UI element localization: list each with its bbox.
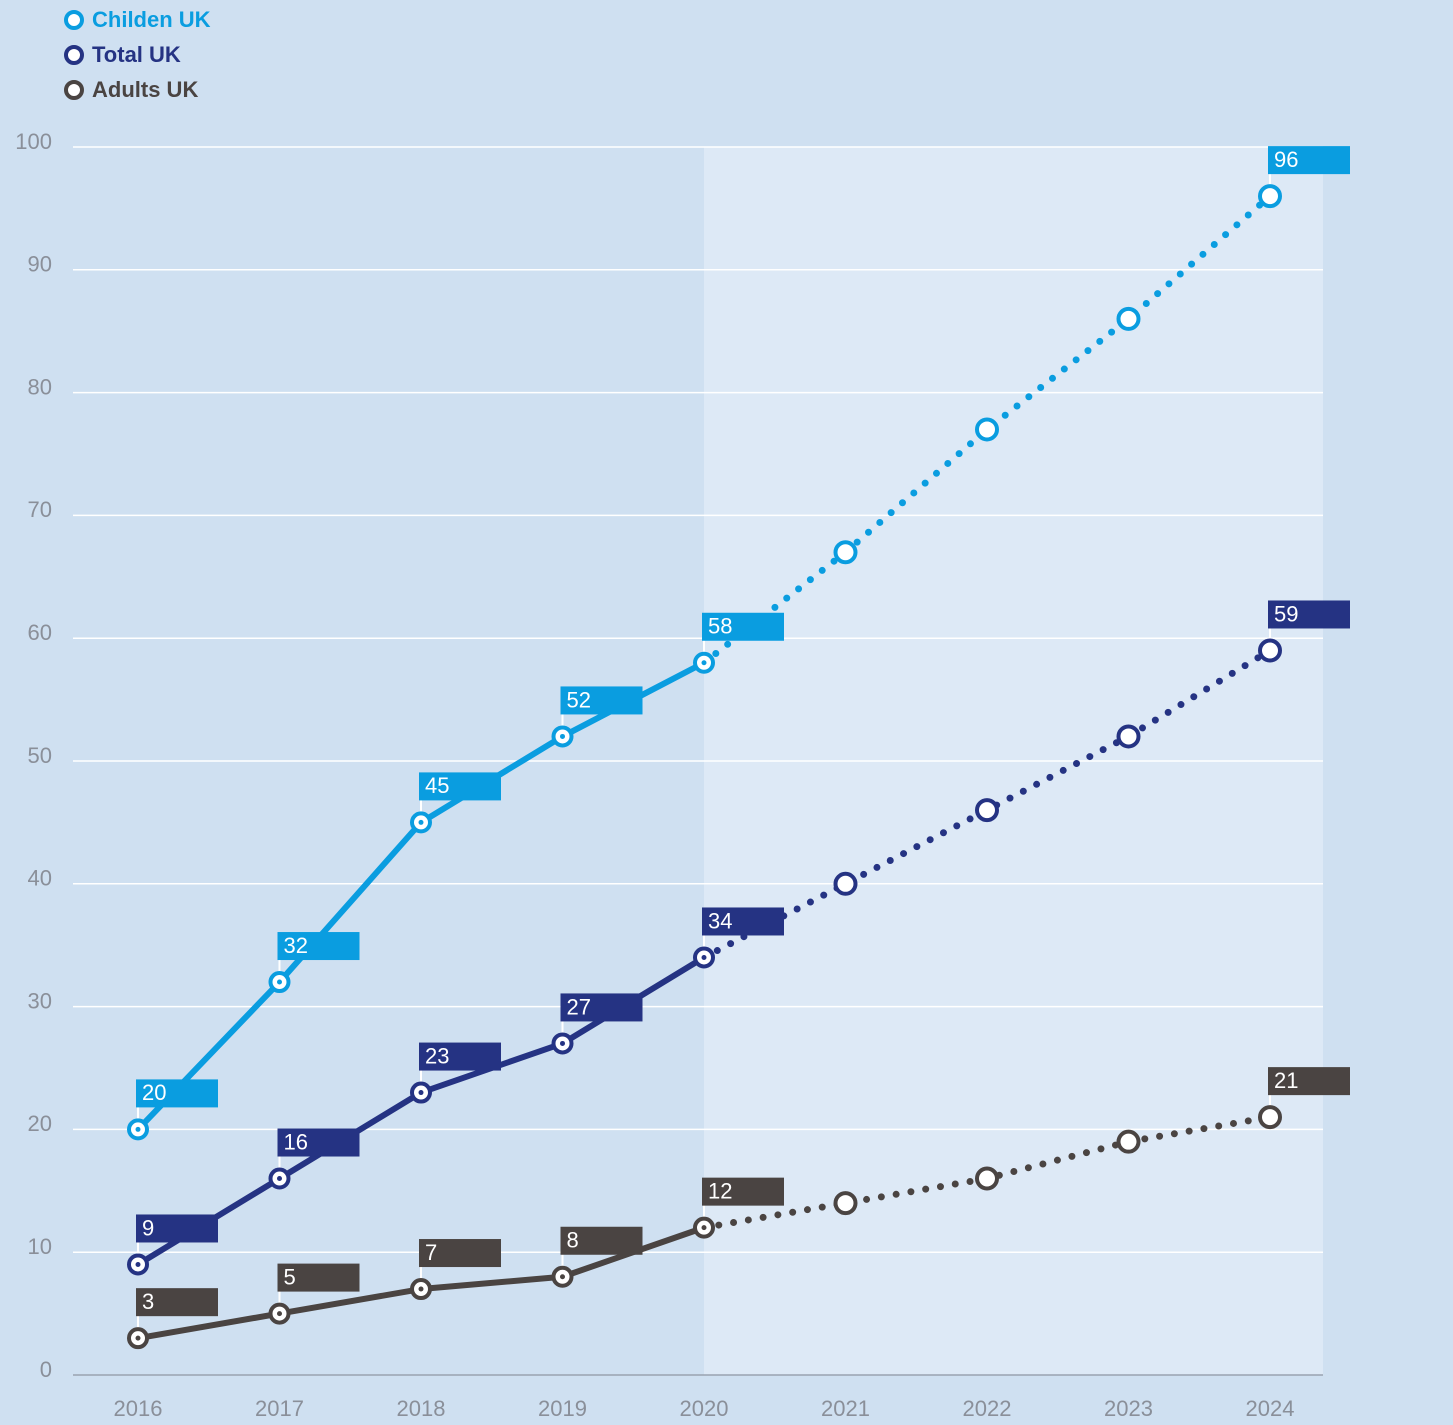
legend-label: Total UK — [92, 42, 181, 67]
point — [975, 1166, 999, 1191]
point — [833, 1191, 858, 1216]
label-box — [136, 1079, 218, 1108]
point — [1116, 306, 1141, 331]
point-dot — [135, 1335, 141, 1341]
label-box — [136, 1288, 218, 1317]
label-box — [1268, 146, 1350, 175]
data-label: 3 — [142, 1289, 154, 1314]
forecast-line — [700, 192, 1274, 667]
label-box — [419, 1239, 501, 1268]
point — [1116, 724, 1141, 749]
point — [833, 540, 858, 565]
data-label: 7 — [425, 1240, 437, 1265]
y-tick-label: 60 — [28, 620, 52, 645]
x-tick-label: 2019 — [538, 1396, 587, 1421]
point-dot — [701, 1225, 707, 1231]
point-dot — [701, 660, 707, 666]
point-dot — [277, 1176, 282, 1182]
legend-label: Childen UK — [92, 7, 211, 32]
data-label: 58 — [708, 614, 732, 639]
point-dot — [418, 1090, 424, 1096]
y-tick-label: 10 — [28, 1234, 52, 1259]
data-label: 23 — [425, 1043, 449, 1068]
legend-marker — [64, 10, 84, 30]
legend-marker — [64, 45, 84, 65]
label-box — [277, 932, 360, 961]
point — [1258, 638, 1282, 663]
y-tick-label: 50 — [28, 743, 52, 768]
label-box — [702, 907, 784, 936]
x-tick-label: 2018 — [397, 1396, 446, 1421]
data-label: 45 — [425, 773, 449, 798]
data-label: 21 — [1274, 1068, 1298, 1093]
point-dot — [560, 733, 565, 739]
label-box — [419, 772, 501, 801]
label-box — [560, 993, 643, 1022]
x-tick-label: 2017 — [255, 1396, 304, 1421]
y-tick-label: 20 — [28, 1111, 52, 1136]
label-box — [702, 612, 784, 641]
label-box — [702, 1177, 784, 1206]
data-label: 96 — [1274, 147, 1298, 172]
data-label: 52 — [567, 687, 591, 712]
point-dot — [277, 1311, 282, 1317]
y-tick-label: 0 — [40, 1357, 52, 1382]
y-tick-label: 80 — [28, 374, 52, 399]
point — [975, 798, 999, 823]
legend-label: Adults UK — [92, 77, 198, 102]
y-tick-label: 30 — [28, 988, 52, 1013]
label-box — [277, 1128, 360, 1157]
y-tick-label: 70 — [28, 497, 52, 522]
data-label: 27 — [567, 994, 591, 1019]
label-box — [419, 1042, 501, 1071]
point-dot — [277, 979, 282, 985]
data-label: 8 — [567, 1228, 579, 1253]
point-dot — [418, 819, 424, 825]
point-dot — [418, 1286, 424, 1292]
point — [1258, 1105, 1282, 1130]
data-label: 59 — [1274, 601, 1298, 626]
data-label: 9 — [142, 1215, 154, 1240]
data-label: 34 — [708, 908, 732, 933]
point — [1258, 184, 1282, 209]
forecast-line — [700, 646, 1274, 961]
x-tick-label: 2016 — [114, 1396, 163, 1421]
point-dot — [560, 1040, 565, 1046]
data-label: 32 — [284, 933, 308, 958]
point — [1116, 1129, 1141, 1154]
y-tick-label: 100 — [15, 129, 52, 154]
y-tick-label: 40 — [28, 866, 52, 891]
label-box — [1268, 1067, 1350, 1096]
label-box — [560, 686, 643, 715]
y-tick-label: 90 — [28, 252, 52, 277]
point-dot — [135, 1261, 141, 1267]
point-dot — [701, 954, 707, 960]
data-label: 16 — [284, 1129, 308, 1154]
label-box — [1268, 600, 1350, 629]
data-label: 5 — [284, 1264, 296, 1289]
legend-marker — [64, 80, 84, 100]
label-box — [136, 1214, 218, 1243]
label-box — [560, 1226, 643, 1255]
x-tick-label: 2023 — [1104, 1396, 1153, 1421]
data-label: 12 — [708, 1178, 732, 1203]
point-dot — [560, 1274, 565, 1280]
data-label: 20 — [142, 1080, 166, 1105]
x-tick-label: 2022 — [963, 1396, 1012, 1421]
point — [975, 417, 999, 442]
x-tick-label: 2021 — [821, 1396, 870, 1421]
x-tick-label: 2020 — [680, 1396, 729, 1421]
point — [833, 871, 858, 896]
label-box — [277, 1263, 360, 1292]
point-dot — [135, 1126, 141, 1132]
x-tick-label: 2024 — [1246, 1396, 1295, 1421]
